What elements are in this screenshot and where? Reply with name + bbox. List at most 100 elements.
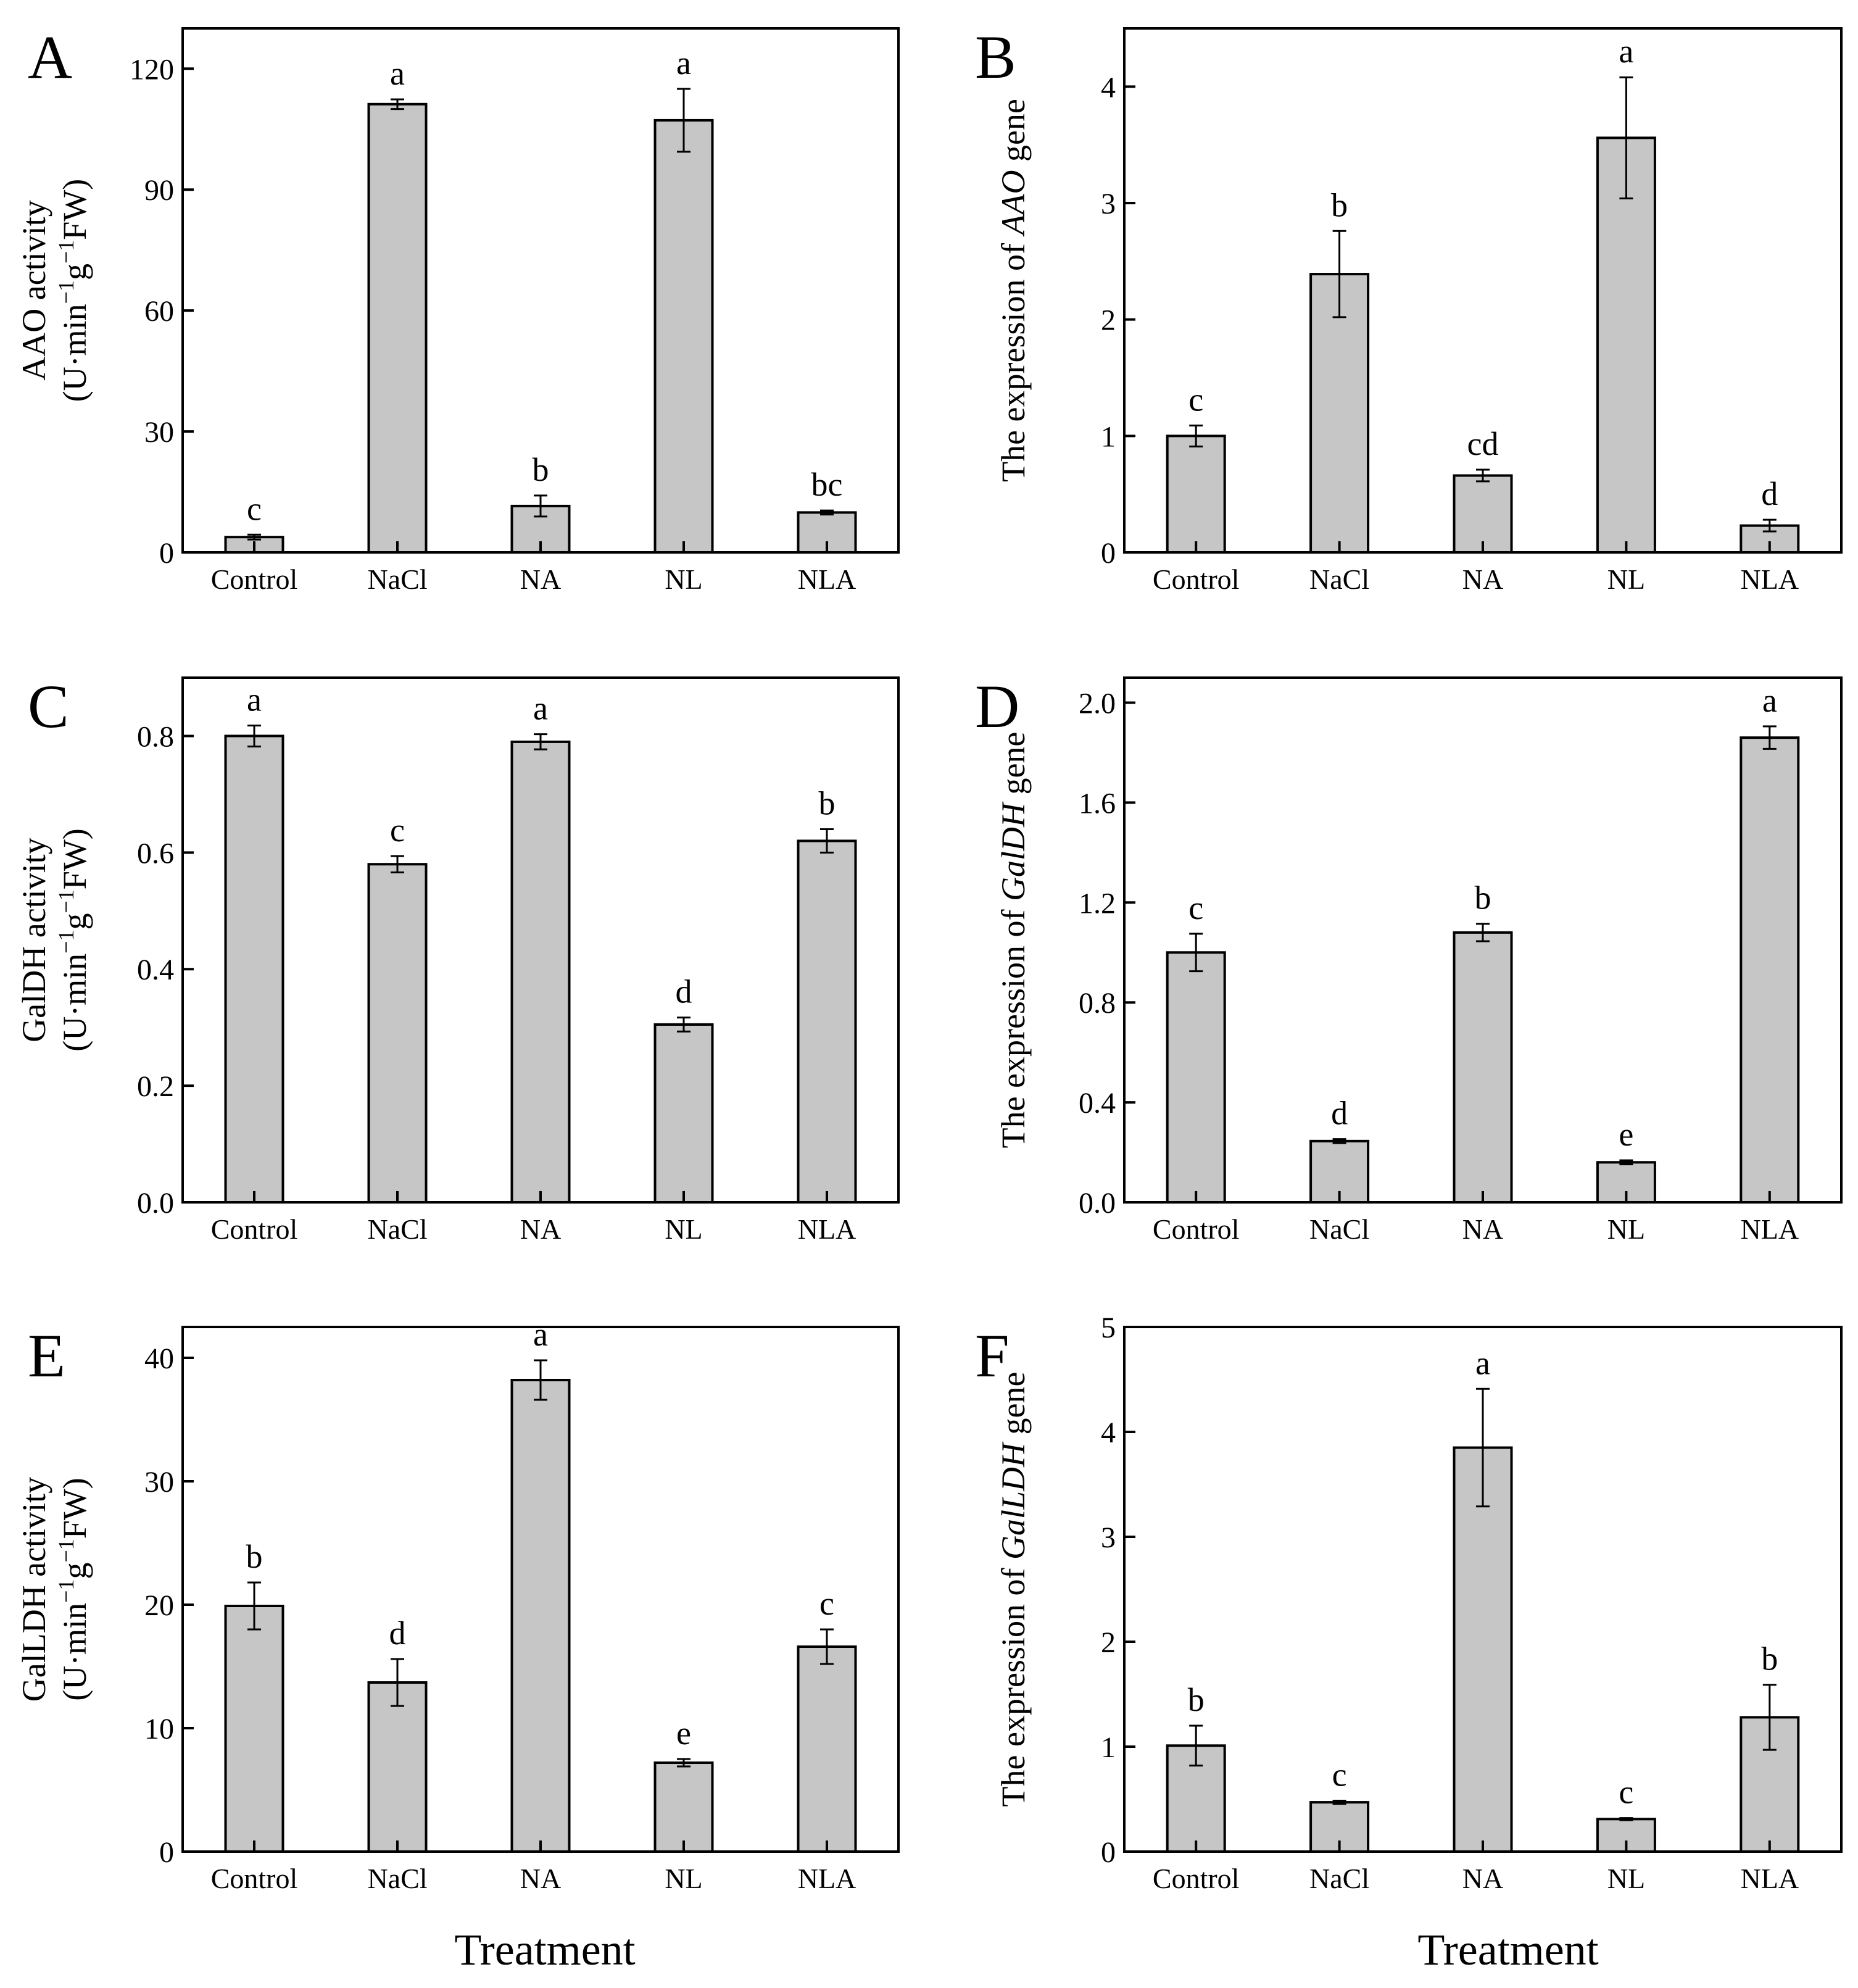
bar-d-nla	[1740, 736, 1800, 1204]
error-bar-c-nl	[677, 1017, 691, 1033]
significance-letter-b-na: cd	[1467, 425, 1499, 462]
y-tick-label-b: 3	[1101, 188, 1116, 220]
y-axis-label-e: GalLDH activity	[15, 1477, 52, 1702]
bar-c-na	[510, 740, 571, 1204]
panel-letter-c: C	[28, 672, 69, 741]
y-tick-label-f: 3	[1101, 1521, 1116, 1554]
x-tick-label-e-na: NA	[520, 1863, 561, 1894]
bar-e-control	[224, 1605, 284, 1853]
y-axis-unit-a: (U·min−1g−1FW)	[54, 179, 93, 402]
significance-letter-f-nacl: c	[1332, 1757, 1347, 1794]
y-axis-label-c: GalDH activity	[15, 838, 52, 1042]
significance-letter-a-nla: bc	[811, 466, 843, 503]
significance-letter-d-nl: e	[1619, 1116, 1633, 1153]
x-tick-label-e-nla: NLA	[798, 1863, 856, 1894]
error-bar-d-control	[1189, 933, 1203, 973]
error-bar-d-na	[1476, 923, 1490, 942]
error-bar-a-nacl	[391, 98, 404, 110]
panel-a: Ac a b a bc 0 30 60 90 120 Control NaCl NA NL NLA AAO a…	[15, 23, 900, 595]
x-tick-label-e-nl: NL	[665, 1863, 702, 1894]
significance-letter-e-nl: e	[676, 1715, 691, 1752]
y-axis-unit-c: (U·min−1g−1FW)	[54, 828, 93, 1052]
y-tick-label-d: 1.6	[1079, 787, 1116, 820]
bar-c-nla	[797, 839, 857, 1204]
bar-c-control	[224, 734, 284, 1204]
error-bar-d-nl	[1619, 1159, 1633, 1165]
y-tick-label-e: 0	[159, 1836, 174, 1869]
error-bar-e-na	[534, 1359, 547, 1401]
y-tick-label-d: 0.4	[1079, 1087, 1116, 1120]
panel-letter-a: A	[28, 23, 72, 91]
x-tick-label-c-nla: NLA	[798, 1213, 856, 1245]
error-bar-b-na	[1476, 468, 1490, 483]
error-bar-d-nacl	[1332, 1138, 1346, 1144]
significance-letter-d-nla: a	[1762, 682, 1777, 719]
y-tick-label-f: 1	[1101, 1731, 1116, 1764]
y-axis-label-d: The expression of GalDH gene	[995, 732, 1032, 1149]
y-tick-label-a: 120	[130, 53, 174, 86]
significance-letter-c-nl: d	[676, 973, 692, 1010]
significance-letter-e-na: a	[533, 1316, 548, 1353]
x-tick-label-d-na: NA	[1462, 1213, 1503, 1245]
bar-a-nacl	[367, 102, 428, 554]
y-tick-label-a: 0	[159, 537, 174, 570]
significance-letter-c-na: a	[533, 690, 548, 727]
x-tick-label-f-nl: NL	[1607, 1863, 1645, 1894]
error-bar-f-na	[1476, 1387, 1490, 1508]
x-tick-label-a-nl: NL	[665, 564, 702, 595]
significance-letter-d-nacl: d	[1331, 1095, 1348, 1132]
bar-e-nl	[653, 1761, 714, 1853]
x-tick-label-f-na: NA	[1462, 1863, 1503, 1894]
significance-letter-e-control: b	[246, 1538, 263, 1575]
bar-e-na	[510, 1379, 571, 1853]
x-tick-label-b-nl: NL	[1607, 564, 1645, 595]
bar-b-nacl	[1309, 273, 1370, 554]
y-axis-label-a: AAO activity	[15, 200, 52, 380]
bar-b-control	[1166, 435, 1226, 554]
bar-b-nl	[1596, 136, 1656, 554]
x-tick-label-a-control: Control	[211, 564, 298, 595]
significance-letter-b-nla: d	[1761, 475, 1778, 512]
y-tick-label-d: 1.2	[1079, 887, 1116, 920]
bar-d-control	[1166, 951, 1226, 1204]
x-tick-label-a-nacl: NaCl	[367, 564, 427, 595]
error-bar-b-control	[1189, 424, 1203, 447]
panel-f: Fb c a c b 0 1 2 3 4 5 Control NaCl NA NL NLA The expres…	[975, 1312, 1843, 1894]
bar-f-na	[1453, 1446, 1513, 1853]
y-tick-label-b: 2	[1101, 304, 1116, 337]
y-tick-label-f: 0	[1101, 1836, 1116, 1869]
x-tick-label-f-nacl: NaCl	[1309, 1863, 1369, 1894]
y-tick-label-b: 0	[1101, 537, 1116, 570]
error-bar-e-control	[247, 1581, 261, 1631]
x-tick-label-b-control: Control	[1153, 564, 1240, 595]
x-axis-title-left: Treatment	[454, 1925, 635, 1974]
error-bar-a-na	[534, 494, 547, 518]
error-bar-c-control	[247, 724, 261, 747]
significance-letter-c-nla: b	[819, 785, 836, 822]
significance-letter-a-nl: a	[676, 44, 691, 81]
significance-letter-d-control: c	[1188, 889, 1203, 926]
significance-letter-d-na: b	[1475, 880, 1491, 917]
error-bar-f-control	[1189, 1724, 1203, 1767]
error-bar-e-nl	[677, 1758, 691, 1768]
x-tick-label-d-control: Control	[1153, 1213, 1240, 1245]
y-tick-label-d: 2.0	[1079, 687, 1116, 720]
x-axis-title-right: Treatment	[1417, 1925, 1598, 1974]
y-tick-label-f: 5	[1101, 1312, 1116, 1344]
significance-letter-e-nacl: d	[389, 1615, 406, 1652]
bar-d-na	[1453, 931, 1513, 1204]
y-tick-label-f: 4	[1101, 1416, 1116, 1449]
significance-letter-f-nl: c	[1619, 1774, 1633, 1811]
error-bar-e-nla	[820, 1628, 834, 1665]
y-tick-label-c: 0.2	[137, 1070, 174, 1103]
bar-b-na	[1453, 474, 1513, 554]
error-bar-d-nla	[1762, 725, 1777, 750]
x-tick-label-a-nla: NLA	[798, 564, 856, 595]
x-tick-label-c-control: Control	[211, 1213, 298, 1245]
x-tick-label-b-nla: NLA	[1741, 564, 1799, 595]
bar-e-nla	[797, 1645, 857, 1853]
bar-e-nacl	[367, 1681, 428, 1853]
y-tick-label-f: 2	[1101, 1626, 1116, 1659]
bar-a-nl	[653, 119, 714, 554]
significance-letter-b-nacl: b	[1331, 186, 1348, 223]
